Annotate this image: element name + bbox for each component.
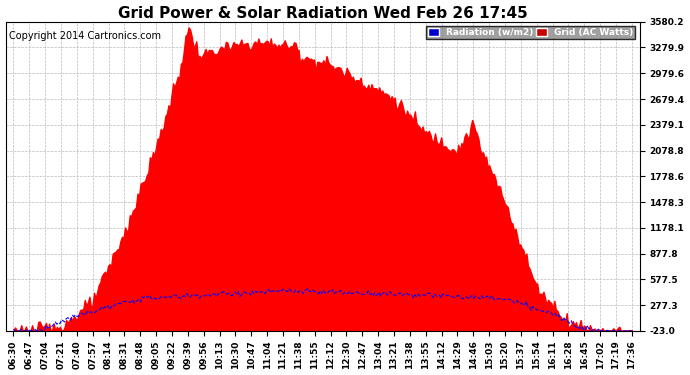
Text: Copyright 2014 Cartronics.com: Copyright 2014 Cartronics.com [9, 31, 161, 41]
Legend: Radiation (w/m2), Grid (AC Watts): Radiation (w/m2), Grid (AC Watts) [426, 26, 635, 39]
Title: Grid Power & Solar Radiation Wed Feb 26 17:45: Grid Power & Solar Radiation Wed Feb 26 … [118, 6, 528, 21]
